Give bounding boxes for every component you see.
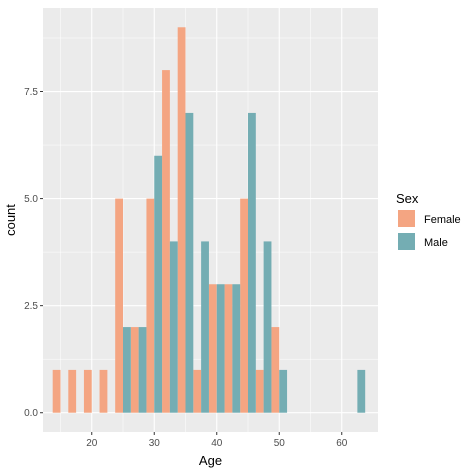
bar-female xyxy=(83,369,92,413)
bar-male xyxy=(169,241,178,413)
bar-female xyxy=(68,369,77,413)
y-axis-title: count xyxy=(3,204,18,236)
x-tick-label: 40 xyxy=(211,438,223,449)
bar-female xyxy=(255,369,264,413)
bar-female xyxy=(52,369,61,413)
x-tick-label: 20 xyxy=(86,438,98,449)
legend-swatch-male xyxy=(398,233,415,250)
bar-male xyxy=(357,369,366,413)
bar-male xyxy=(123,327,131,413)
legend-title: Sex xyxy=(396,191,419,206)
bar-female xyxy=(177,27,186,413)
y-tick-label: 2.5 xyxy=(24,301,38,312)
bar-male xyxy=(216,284,225,413)
bar-female xyxy=(224,284,233,413)
axis-ticks: 20 30 40 50 60 0.0 2.5 5.0 7.5 xyxy=(24,87,348,449)
bar-female xyxy=(240,198,248,413)
bar-female xyxy=(146,198,155,413)
bar-female xyxy=(115,198,123,413)
y-tick-label: 0.0 xyxy=(24,408,38,419)
bar-male xyxy=(279,369,288,413)
bar-male xyxy=(232,284,241,413)
bar-male xyxy=(138,327,147,413)
legend-label-male: Male xyxy=(424,237,448,249)
legend: Sex Female Male xyxy=(396,191,461,250)
x-tick-label: 30 xyxy=(149,438,161,449)
bar-male xyxy=(201,241,209,413)
bar-male xyxy=(263,241,272,413)
legend-label-female: Female xyxy=(424,214,461,226)
x-tick-label: 50 xyxy=(274,438,286,449)
x-axis-title: Age xyxy=(199,453,222,468)
bar-female xyxy=(271,327,280,413)
x-tick-label: 60 xyxy=(336,438,348,449)
bars xyxy=(52,27,366,413)
bar-female xyxy=(193,369,202,413)
y-tick-label: 7.5 xyxy=(24,87,38,98)
bar-female xyxy=(162,70,170,413)
bar-female xyxy=(208,284,217,413)
bar-female xyxy=(130,327,139,413)
bar-female xyxy=(99,369,108,413)
legend-swatch-female xyxy=(398,210,415,227)
bar-male xyxy=(154,155,163,413)
bar-male xyxy=(248,112,256,413)
y-tick-label: 5.0 xyxy=(24,194,38,205)
bar-male xyxy=(185,112,194,413)
